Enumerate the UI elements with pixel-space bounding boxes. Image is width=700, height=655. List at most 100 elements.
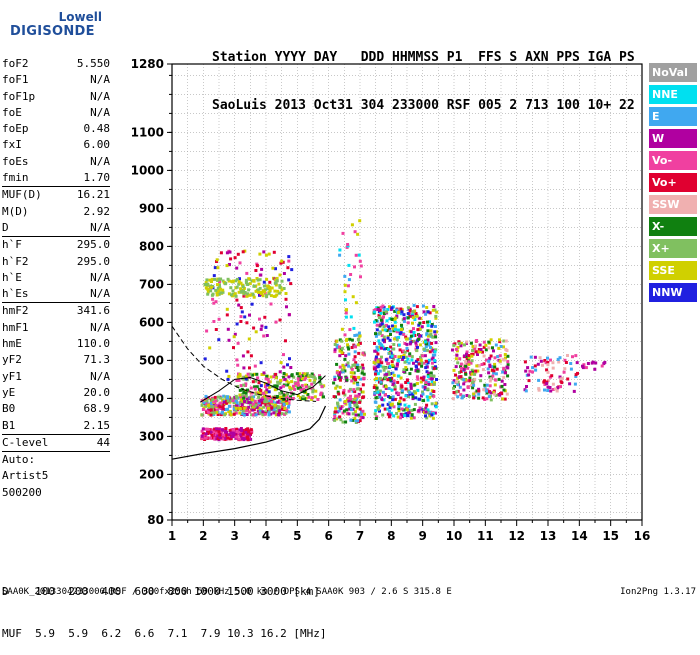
echo-point [319,382,323,386]
echo-point [242,413,246,417]
echo-point [254,392,258,396]
echo-point [235,435,239,439]
echo-point [430,361,434,365]
echo-point [288,385,292,389]
echo-point [358,419,362,423]
echo-point [426,338,430,342]
echo-point [263,394,267,398]
echo-point [346,345,350,349]
echo-point [393,385,397,389]
echo-point [228,437,232,441]
echo-point [261,399,265,403]
echo-point [412,408,416,412]
echo-point [389,333,392,336]
echo-point [421,354,425,358]
y-tick-label: 500 [139,353,164,367]
echo-point [230,399,233,403]
echo-point [264,403,268,407]
echo-point [338,349,342,353]
echo-point [372,386,376,389]
echo-point [344,420,348,424]
echo-point [550,374,554,378]
echo-point [356,343,360,347]
echo-point [477,348,481,351]
echo-point [375,415,379,419]
echo-point [350,379,354,383]
echo-point [435,330,439,334]
param-value: N/A [90,287,110,301]
echo-point [284,339,287,343]
echo-point [280,400,284,404]
echo-point [405,406,409,410]
echo-point [430,323,434,326]
echo-point [409,367,413,371]
echo-point [340,327,344,331]
x-tick-label: 8 [387,529,395,543]
echo-point [434,365,437,369]
echo-point [234,279,238,283]
echo-point [247,288,251,292]
echo-point [475,389,479,393]
echo-point [459,344,463,348]
echo-point [402,313,406,317]
echo-point [217,292,221,296]
echo-point [274,372,278,376]
echo-point [229,257,233,261]
echo-point [408,391,412,394]
echo-point [221,437,225,441]
echo-point [424,414,427,418]
echo-point [234,294,238,298]
echo-point [239,427,243,430]
echo-point [546,363,550,367]
echo-point [347,347,351,351]
echo-point [388,329,392,333]
echo-point [349,315,353,319]
param-name: B1 [2,418,16,432]
param-row: h`F 295.0 [2,237,110,253]
echo-point [341,420,345,424]
echo-point [477,364,481,368]
echo-point [246,350,250,354]
echo-point [347,389,351,393]
axis-tick-labels: 1 2 3 4 5 6 7 8 9 10 11 12 13 14 15 1680200300400500600… [131,57,651,543]
echo-point [428,320,431,324]
echo-point [243,406,247,410]
legend-item-w: W [649,129,697,148]
echo-point [378,389,382,393]
echo-point [477,392,481,396]
echo-point [527,373,531,377]
echo-point [287,401,291,405]
param-name: yF1 [2,369,22,383]
echo-point [529,355,533,359]
echo-point [410,358,414,362]
echo-point [378,376,382,380]
echo-point [405,347,409,350]
echo-point [425,348,429,352]
echo-point [358,334,362,338]
echo-point [418,334,422,338]
echo-point [386,336,390,340]
echo-point [262,334,266,338]
echo-point [338,378,342,382]
echo-point [297,375,301,379]
echo-point [551,388,555,391]
echo-point [388,351,392,355]
echo-point [261,294,265,298]
echo-point [453,385,456,389]
echo-point [396,311,400,314]
echo-point [357,253,361,257]
echo-point [410,355,414,359]
echo-point [211,428,215,432]
echo-point [339,418,343,422]
echo-point [470,354,474,358]
echo-point [244,278,248,282]
echo-point [406,312,410,316]
echo-point [386,402,390,406]
x-tick-label: 15 [602,529,619,543]
y-tick-label: 1280 [131,57,164,71]
echo-point [222,394,226,398]
echo-point [424,379,428,383]
echo-point [311,388,315,392]
echo-point [335,417,339,421]
echo-point [549,389,553,393]
